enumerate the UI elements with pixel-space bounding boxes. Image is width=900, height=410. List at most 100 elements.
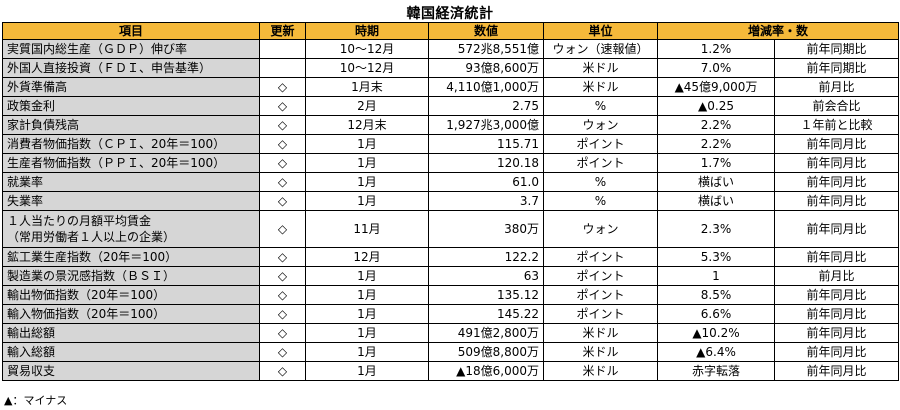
value-cell: 63 xyxy=(428,266,544,286)
item-cell: 貿易収支 xyxy=(2,361,260,381)
change-cell: ▲10.2% xyxy=(657,323,775,343)
item-cell: 製造業の景況感指数（ＢＳＩ） xyxy=(2,266,260,286)
table-row: 就業率 ◇ 1月 61.0% 横ばい 前年同月比 xyxy=(2,172,900,192)
change-cell: 赤字転落 xyxy=(657,361,775,381)
change-cell: 2.3% xyxy=(657,210,775,248)
update-marker: ◇ xyxy=(259,134,306,154)
update-marker: ◇ xyxy=(259,210,306,248)
update-marker: ◇ xyxy=(259,96,306,116)
table-row: 外国人直接投資（ＦＤＩ、申告基準） 10〜12月 93億8,600万 米ドル 7.0% 前… xyxy=(2,58,900,78)
change-cell: 5.3% xyxy=(657,247,775,267)
change-cell: 横ばい xyxy=(657,172,775,192)
value-cell: 3.7 xyxy=(428,191,544,211)
period-cell: 1月 xyxy=(305,153,429,173)
unit-cell: 米ドル xyxy=(543,58,658,78)
period-cell: 11月 xyxy=(305,210,429,248)
unit-cell: ポイント xyxy=(543,285,658,305)
item-cell: 政策金利 xyxy=(2,96,260,116)
table-row: 家計負債残高 ◇ 12月末 1,927兆3,000億 ウォン 2.2% １年前と比較 xyxy=(2,115,900,135)
period-cell: 1月 xyxy=(305,134,429,154)
change-cell: 8.5% xyxy=(657,285,775,305)
table-row: 実質国内総生産（ＧＤＰ）伸び率 10〜12月 572兆8,551億 ウォン（速報値） 1… xyxy=(2,39,900,59)
item-cell: 鉱工業生産指数（20年＝100） xyxy=(2,247,260,267)
period-cell: 12月末 xyxy=(305,115,429,135)
period-cell: 10〜12月 xyxy=(305,39,429,59)
basis-cell: １年前と比較 xyxy=(773,115,900,135)
update-marker: ◇ xyxy=(259,361,306,381)
unit-cell: ポイント xyxy=(543,266,658,286)
change-cell: 横ばい xyxy=(657,191,775,211)
update-marker: ◇ xyxy=(259,285,306,305)
table-row: 輸入物価指数（20年＝100） ◇ 1月 145.22 ポイント 6.6% 前年同月比 xyxy=(2,304,900,324)
update-marker: ◇ xyxy=(259,266,306,286)
table-row: 消費者物価指数（ＣＰＩ、20年＝100） ◇ 1月 115.71 ポイント 2.2% 前年同… xyxy=(2,134,900,154)
unit-cell: % xyxy=(543,96,658,116)
item-cell: 家計負債残高 xyxy=(2,115,260,135)
item-cell: 外貨準備高 xyxy=(2,77,260,97)
basis-cell: 前年同期比 xyxy=(773,58,900,78)
table-row: １人当たりの月額平均賃金 （常用労働者１人以上の企業） ◇ 11月 380万 ウォン 2.3… xyxy=(2,210,900,248)
header-item: 項目 xyxy=(2,22,260,40)
header-unit: 単位 xyxy=(543,22,658,40)
update-marker: ◇ xyxy=(259,172,306,192)
update-marker: ◇ xyxy=(259,77,306,97)
value-cell: 61.0 xyxy=(428,172,544,192)
item-cell: 輸出総額 xyxy=(2,323,260,343)
period-cell: 12月 xyxy=(305,247,429,267)
table-body: 実質国内総生産（ＧＤＰ）伸び率 10〜12月 572兆8,551億 ウォン（速報値） 1… xyxy=(2,39,900,381)
value-cell: 122.2 xyxy=(428,247,544,267)
basis-cell: 前年同月比 xyxy=(773,285,900,305)
period-cell: 1月 xyxy=(305,361,429,381)
unit-cell: ポイント xyxy=(543,153,658,173)
unit-cell: ウォン xyxy=(543,115,658,135)
change-cell: 7.0% xyxy=(657,58,775,78)
period-cell: 1月 xyxy=(305,304,429,324)
update-marker: ◇ xyxy=(259,304,306,324)
basis-cell: 前会合比 xyxy=(773,96,900,116)
item-cell: 輸入総額 xyxy=(2,342,260,362)
basis-cell: 前年同月比 xyxy=(773,172,900,192)
unit-cell: ウォン xyxy=(543,210,658,248)
item-line-1: １人当たりの月額平均賃金 xyxy=(7,214,152,228)
update-marker: ◇ xyxy=(259,247,306,267)
unit-cell: 米ドル xyxy=(543,77,658,97)
value-cell: 491億2,800万 xyxy=(428,323,544,343)
unit-cell: ポイント xyxy=(543,247,658,267)
table-row: 輸出総額 ◇ 1月 491億2,800万 米ドル ▲10.2% 前年同月比 xyxy=(2,323,900,343)
value-cell: 4,110億1,000万 xyxy=(428,77,544,97)
value-cell: 135.12 xyxy=(428,285,544,305)
update-marker: ◇ xyxy=(259,323,306,343)
basis-cell: 前年同月比 xyxy=(773,361,900,381)
value-cell: 509億8,800万 xyxy=(428,342,544,362)
period-cell: 1月 xyxy=(305,266,429,286)
update-marker xyxy=(259,39,306,59)
basis-cell: 前年同月比 xyxy=(773,210,900,248)
period-cell: 1月 xyxy=(305,342,429,362)
update-marker: ◇ xyxy=(259,191,306,211)
unit-cell: ポイント xyxy=(543,304,658,324)
unit-cell: % xyxy=(543,191,658,211)
table-row: 政策金利 ◇ 2月 2.75% ▲0.25 前会合比 xyxy=(2,96,900,116)
table-row: 輸出物価指数（20年＝100） ◇ 1月 135.12 ポイント 8.5% 前年同月比 xyxy=(2,285,900,305)
update-marker xyxy=(259,58,306,78)
table-row: 貿易収支 ◇ 1月 ▲18億6,000万 米ドル 赤字転落 前年同月比 xyxy=(2,361,900,381)
item-line-2: （常用労働者１人以上の企業） xyxy=(7,230,176,244)
period-cell: 2月 xyxy=(305,96,429,116)
unit-cell: % xyxy=(543,172,658,192)
item-cell: 消費者物価指数（ＣＰＩ、20年＝100） xyxy=(2,134,260,154)
value-cell: 2.75 xyxy=(428,96,544,116)
change-cell: ▲45億9,000万 xyxy=(657,77,775,97)
item-cell: 外国人直接投資（ＦＤＩ、申告基準） xyxy=(2,58,260,78)
footnote: ▲：マイナス xyxy=(4,394,68,407)
value-cell: 380万 xyxy=(428,210,544,248)
period-cell: 1月末 xyxy=(305,77,429,97)
value-cell: 1,927兆3,000億 xyxy=(428,115,544,135)
basis-cell: 前年同月比 xyxy=(773,247,900,267)
update-marker: ◇ xyxy=(259,115,306,135)
header-value: 数値 xyxy=(428,22,544,40)
item-cell: 実質国内総生産（ＧＤＰ）伸び率 xyxy=(2,39,260,59)
basis-cell: 前月比 xyxy=(773,266,900,286)
basis-cell: 前年同月比 xyxy=(773,153,900,173)
header-period: 時期 xyxy=(305,22,429,40)
